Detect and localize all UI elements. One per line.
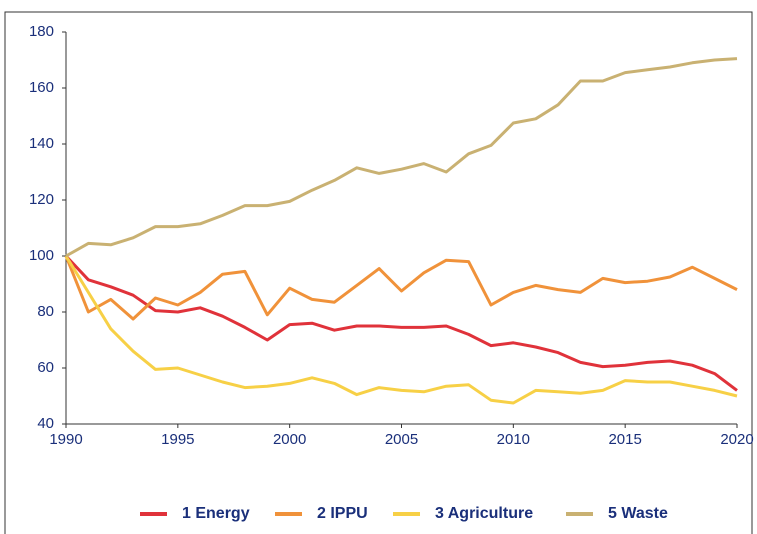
legend-label: 1 Energy bbox=[182, 505, 250, 522]
series-line bbox=[64, 255, 738, 321]
x-tick-label: 1990 bbox=[49, 431, 82, 448]
x-tick-label: 2020 bbox=[720, 431, 753, 448]
y-tick-label: 160 bbox=[29, 79, 54, 96]
y-tick-label: 120 bbox=[29, 191, 54, 208]
x-tick-label: 2015 bbox=[608, 431, 641, 448]
series-line bbox=[64, 255, 738, 405]
series-line bbox=[64, 254, 738, 392]
legend-label: 3 Agriculture bbox=[435, 505, 533, 522]
y-tick-label: 60 bbox=[37, 359, 54, 376]
y-tick-label: 180 bbox=[29, 23, 54, 40]
legend-label: 5 Waste bbox=[608, 505, 668, 522]
y-tick-label: 80 bbox=[37, 303, 54, 320]
x-tick-label: 2005 bbox=[385, 431, 418, 448]
x-tick-label: 1995 bbox=[161, 431, 194, 448]
y-tick-label: 140 bbox=[29, 135, 54, 152]
y-tick-label: 40 bbox=[37, 415, 54, 432]
x-tick-label: 2010 bbox=[497, 431, 530, 448]
legend-label: 2 IPPU bbox=[317, 505, 368, 522]
series-line bbox=[65, 57, 738, 258]
frame bbox=[4, 11, 753, 534]
y-tick-label: 100 bbox=[29, 247, 54, 264]
x-tick-label: 2000 bbox=[273, 431, 306, 448]
